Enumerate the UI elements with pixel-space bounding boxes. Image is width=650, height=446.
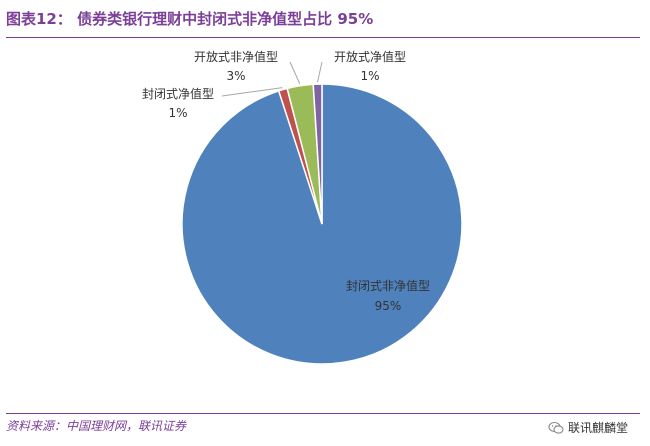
- leader-line-4: [317, 61, 323, 83]
- slice-value-label-3: 3%: [226, 69, 245, 83]
- pie-slice-4: [312, 83, 323, 225]
- slice-value-label-2: 1%: [168, 106, 187, 120]
- leader-line-2: [221, 87, 283, 97]
- slice-value-label-1: 95%: [375, 299, 402, 313]
- footer-divider: [6, 413, 640, 414]
- slice-category-label-3: 开放式非净值型: [194, 49, 278, 64]
- leader-lines: [221, 61, 323, 97]
- brand: 联讯麒麟堂: [548, 419, 628, 436]
- pie-slices: [181, 83, 463, 365]
- pie-chart: 封闭式非净值型 95% 封闭式净值型 1% 开放式非净值型 3% 开放式净值型 1%: [142, 49, 463, 365]
- leader-line-3: [289, 61, 301, 84]
- slice-labels: 封闭式非净值型 95% 封闭式净值型 1% 开放式非净值型 3% 开放式净值型 1%: [142, 49, 430, 313]
- chart-title: 图表12： 债券类银行理财中封闭式非净值型占比 95%: [6, 10, 374, 28]
- source-note: 资料来源：中国理财网，联讯证券: [6, 419, 187, 433]
- slice-category-label-4: 开放式净值型: [334, 49, 406, 64]
- slice-value-label-4: 1%: [360, 69, 379, 83]
- brand-name: 联讯麒麟堂: [567, 421, 628, 435]
- slice-category-label-1: 封闭式非净值型: [346, 278, 430, 293]
- slice-category-label-2: 封闭式净值型: [142, 86, 214, 101]
- wechat-icon: [548, 421, 564, 434]
- title-divider: [6, 37, 640, 38]
